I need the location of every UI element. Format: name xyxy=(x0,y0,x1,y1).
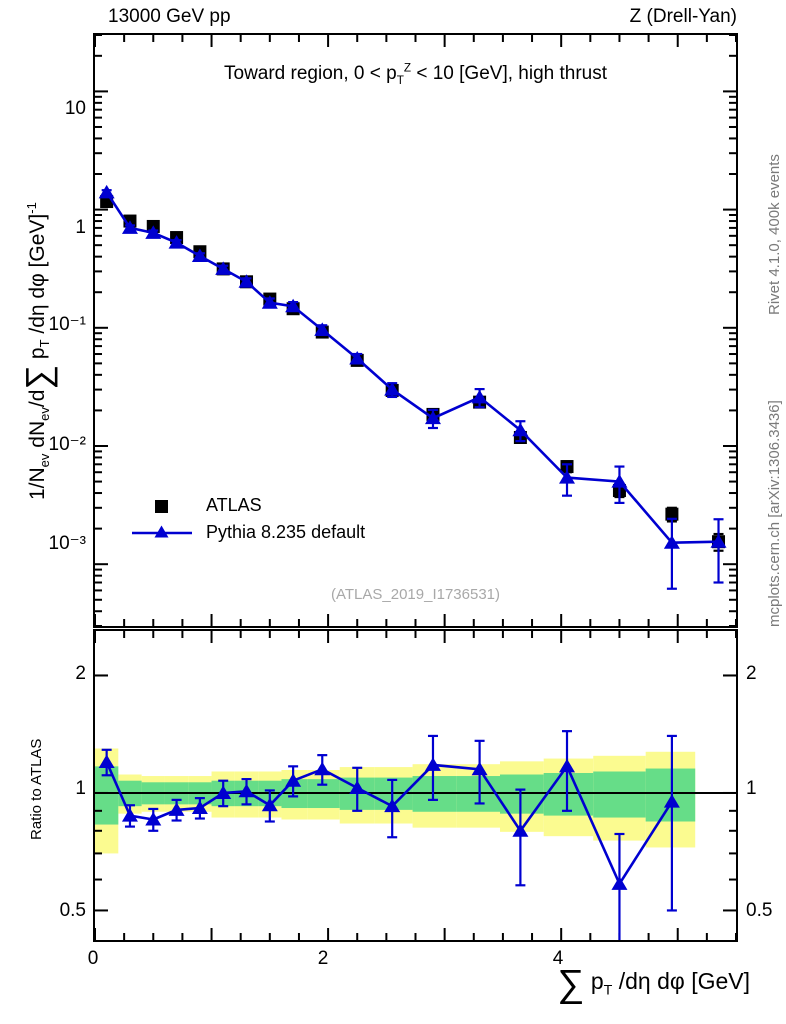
rivet-version-caption: Rivet 4.1.0, 400k events xyxy=(766,154,783,315)
ratio-ytick-05-left: 0.5 xyxy=(59,900,86,921)
mc-point xyxy=(424,410,441,425)
mc-point xyxy=(145,225,162,239)
ratio-plot-canvas xyxy=(95,631,736,940)
main-ytick-1e-3: 10⁻³ xyxy=(48,533,87,554)
ratio-plot-panel xyxy=(93,629,738,942)
x-axis-label: ∑ pT /dη dφ [GeV] xyxy=(557,962,750,1005)
ratio-point xyxy=(215,785,232,799)
xtick-4: 4 xyxy=(552,948,564,969)
ratio-point xyxy=(471,761,488,776)
legend: ATLAS Pythia 8.235 default xyxy=(130,492,365,546)
ratio-point xyxy=(261,797,278,812)
header-process-label: Z (Drell-Yan) xyxy=(629,6,737,27)
xtick-0: 0 xyxy=(87,948,99,969)
main-plot-canvas xyxy=(95,35,736,626)
inner-uncertainty-band xyxy=(645,768,696,822)
ratio-point xyxy=(98,754,115,769)
ratio-ytick-1-left: 1 xyxy=(75,778,86,799)
analysis-id-watermark: (ATLAS_2019_I1736531) xyxy=(330,586,500,603)
ratio-point xyxy=(238,783,255,798)
ratio-point xyxy=(314,761,331,776)
main-ytick-1e-2: 10⁻² xyxy=(48,434,87,455)
ratio-ytick-1-right: 1 xyxy=(746,778,757,799)
xtick-2: 2 xyxy=(317,948,329,969)
ratio-point xyxy=(285,773,302,787)
mc-point xyxy=(215,261,232,275)
mcplots-reference-caption: mcplots.cern.ch [arXiv:1306.3436] xyxy=(766,400,783,627)
inner-uncertainty-band xyxy=(593,771,646,818)
legend-entry-pythia: Pythia 8.235 default xyxy=(130,519,365,546)
xlabel-text: ∑ pT /dη dφ [GeV] xyxy=(557,962,750,1005)
main-data-series xyxy=(98,184,727,590)
main-ytick-1: 1 xyxy=(75,217,86,238)
main-ytick-10: 10 xyxy=(64,98,86,119)
mc-point xyxy=(285,298,302,313)
mc-point xyxy=(261,295,278,309)
legend-marker-triangle-line xyxy=(130,522,194,544)
ratio-point xyxy=(384,798,401,813)
main-axis-ticks xyxy=(95,35,736,626)
ratio-point xyxy=(663,794,680,808)
mc-point xyxy=(121,220,138,234)
ratio-point xyxy=(121,808,138,822)
mc-point xyxy=(384,382,401,396)
mc-point xyxy=(238,274,255,288)
ratio-point xyxy=(611,876,628,890)
mc-point xyxy=(471,389,488,404)
legend-entry-atlas: ATLAS xyxy=(130,492,365,519)
plot-title: Toward region, 0 < pTZ < 10 [GeV], high … xyxy=(93,62,738,87)
mc-point xyxy=(98,184,115,199)
ratio-point xyxy=(349,780,366,794)
mc-point xyxy=(168,235,185,249)
mc-point xyxy=(512,422,529,437)
header-beam-label: 13000 GeV pp xyxy=(108,6,231,27)
mc-point xyxy=(611,474,628,488)
ratio-ytick-2-right: 2 xyxy=(746,663,757,684)
mc-point xyxy=(559,470,576,484)
mc-point xyxy=(663,535,680,549)
ratio-ytick-05-right: 0.5 xyxy=(746,900,773,921)
ratio-point xyxy=(424,757,441,771)
main-plot-panel xyxy=(93,33,738,628)
mc-point xyxy=(710,534,727,548)
legend-marker-square xyxy=(130,495,194,517)
ratio-point xyxy=(191,800,208,815)
mc-point xyxy=(349,350,366,365)
data-point xyxy=(665,507,679,521)
ratio-point xyxy=(559,758,576,773)
ratio-point xyxy=(145,812,162,826)
legend-label-atlas: ATLAS xyxy=(206,495,262,515)
ratio-data-series xyxy=(98,730,680,940)
plot-title-text: Toward region, 0 < pTZ < 10 [GeV], high … xyxy=(224,62,607,88)
mc-point xyxy=(191,248,208,262)
mc-point xyxy=(314,322,331,336)
main-ytick-1e-1: 10⁻¹ xyxy=(48,314,87,335)
legend-label-pythia: Pythia 8.235 default xyxy=(206,522,366,542)
ratio-ytick-2-left: 2 xyxy=(75,663,86,684)
ratio-point xyxy=(512,823,529,837)
ratio-point xyxy=(168,802,185,816)
